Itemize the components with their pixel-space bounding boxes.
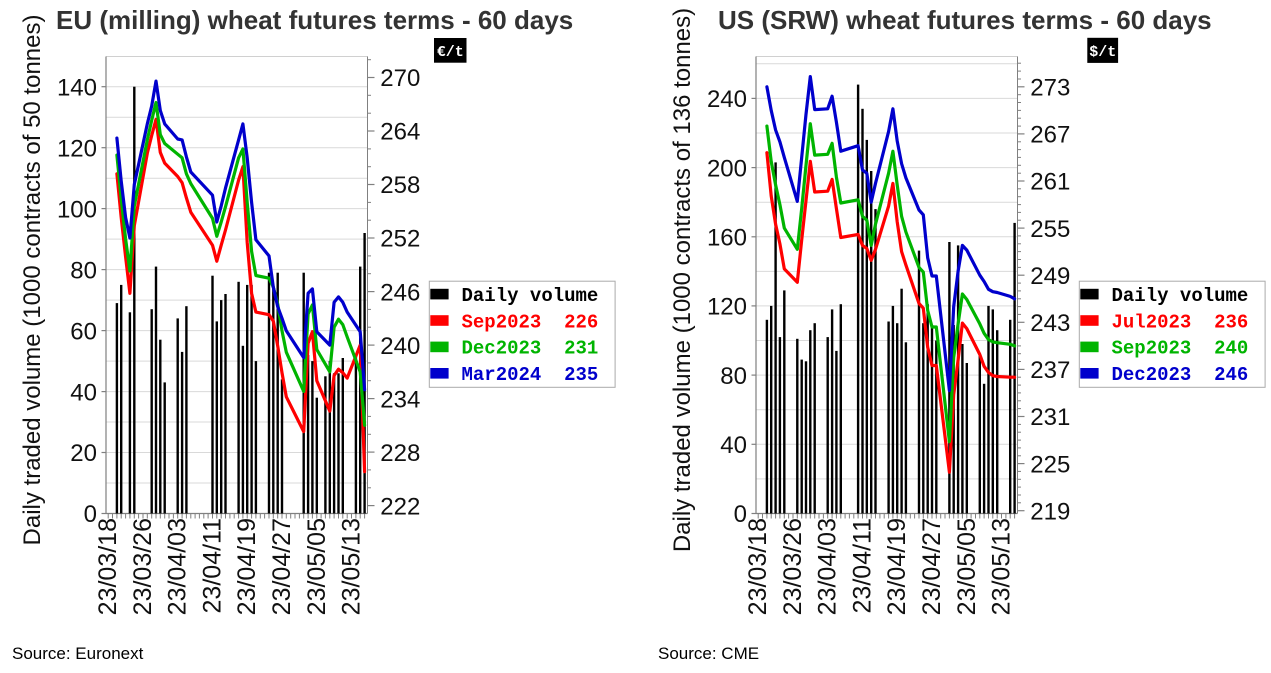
svg-text:120: 120 [707, 294, 747, 321]
svg-text:200: 200 [707, 155, 747, 182]
svg-text:40: 40 [720, 432, 747, 459]
svg-text:EU (milling) wheat futures ter: EU (milling) wheat futures terms - 60 da… [56, 5, 573, 35]
svg-text:234: 234 [380, 386, 420, 413]
svg-text:273: 273 [1030, 75, 1070, 102]
svg-text:23/04/11: 23/04/11 [199, 518, 227, 613]
svg-text:23/04/03: 23/04/03 [814, 518, 842, 615]
svg-text:0: 0 [84, 501, 97, 528]
svg-text:267: 267 [1030, 122, 1070, 149]
svg-text:23/04/11: 23/04/11 [849, 518, 877, 613]
svg-text:Sep2023 226: Sep2023 226 [462, 311, 599, 333]
svg-text:23/04/19: 23/04/19 [883, 518, 911, 615]
svg-text:225: 225 [1030, 451, 1070, 478]
svg-text:Mar2024 235: Mar2024 235 [462, 364, 599, 386]
svg-text:Daily volume: Daily volume [1112, 285, 1249, 307]
svg-text:243: 243 [1030, 310, 1070, 337]
svg-text:23/05/13: 23/05/13 [338, 518, 366, 615]
svg-text:219: 219 [1030, 498, 1070, 525]
svg-text:249: 249 [1030, 263, 1070, 290]
svg-text:231: 231 [1030, 404, 1070, 431]
svg-text:23/04/27: 23/04/27 [918, 518, 946, 615]
svg-text:160: 160 [707, 225, 747, 252]
svg-text:264: 264 [380, 119, 420, 146]
svg-text:Daily traded volume (1000 cont: Daily traded volume (1000 contracts of 1… [669, 8, 696, 552]
svg-text:23/05/13: 23/05/13 [988, 518, 1016, 615]
svg-text:23/05/05: 23/05/05 [953, 518, 981, 615]
svg-text:240: 240 [707, 86, 747, 113]
svg-text:Source: Euronext: Source: Euronext [12, 644, 144, 663]
svg-text:23/05/05: 23/05/05 [303, 518, 331, 615]
svg-text:23/03/18: 23/03/18 [744, 518, 772, 615]
svg-text:80: 80 [720, 363, 747, 390]
svg-text:20: 20 [70, 440, 97, 467]
svg-text:100: 100 [57, 196, 97, 223]
svg-text:Daily volume: Daily volume [462, 285, 599, 307]
svg-text:261: 261 [1030, 169, 1070, 196]
svg-text:$/t: $/t [1089, 44, 1116, 61]
svg-text:222: 222 [380, 493, 420, 520]
svg-text:Dec2023 246: Dec2023 246 [1112, 364, 1249, 386]
svg-text:€/t: €/t [437, 44, 464, 61]
svg-text:Daily traded volume (1000 cont: Daily traded volume (1000 contracts of 5… [19, 15, 46, 546]
svg-text:23/04/27: 23/04/27 [268, 518, 296, 615]
svg-text:23/03/26: 23/03/26 [779, 518, 807, 615]
svg-text:120: 120 [57, 135, 97, 162]
svg-text:23/04/03: 23/04/03 [164, 518, 192, 615]
svg-text:US (SRW) wheat futures terms -: US (SRW) wheat futures terms - 60 days [718, 5, 1212, 35]
svg-text:246: 246 [380, 279, 420, 306]
svg-text:23/03/18: 23/03/18 [94, 518, 122, 615]
svg-text:255: 255 [1030, 216, 1070, 243]
svg-text:23/04/19: 23/04/19 [233, 518, 261, 615]
svg-text:0: 0 [734, 501, 747, 528]
svg-text:40: 40 [70, 379, 97, 406]
svg-text:Dec2023 231: Dec2023 231 [462, 338, 599, 360]
svg-text:240: 240 [380, 333, 420, 360]
svg-text:23/03/26: 23/03/26 [129, 518, 157, 615]
svg-text:Source: CME: Source: CME [658, 644, 759, 663]
svg-text:252: 252 [380, 226, 420, 253]
svg-text:228: 228 [380, 440, 420, 467]
svg-text:237: 237 [1030, 357, 1070, 384]
svg-text:60: 60 [70, 318, 97, 345]
svg-text:140: 140 [57, 74, 97, 101]
svg-text:270: 270 [380, 65, 420, 92]
svg-text:Sep2023 240: Sep2023 240 [1112, 338, 1249, 360]
svg-text:Jul2023 236: Jul2023 236 [1112, 311, 1249, 333]
svg-text:80: 80 [70, 257, 97, 284]
svg-text:258: 258 [380, 172, 420, 199]
